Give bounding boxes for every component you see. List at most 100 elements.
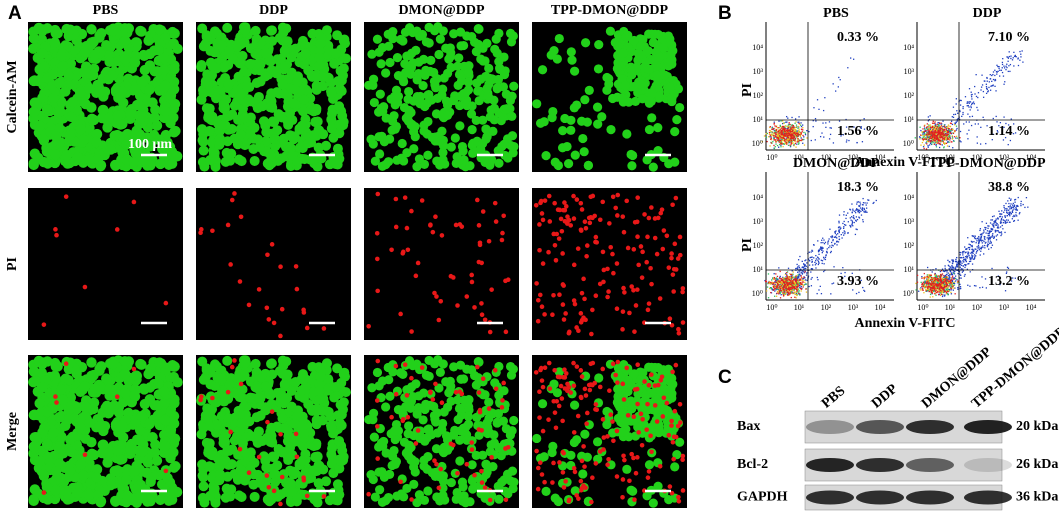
cell [481,134,491,144]
dead-cell [505,277,511,282]
dead-cell [560,302,566,307]
dead-cell [620,214,626,219]
dead-cell [278,264,283,270]
event [803,138,805,141]
event [814,117,817,120]
cell [335,65,346,76]
event [959,104,962,106]
cell [198,145,209,156]
event [969,109,971,111]
cell [28,159,39,171]
dead-cell [648,265,653,271]
event [998,67,1000,70]
event [785,130,787,132]
dead-cell [556,403,562,409]
event [797,134,799,136]
dead-cell [279,306,285,312]
event [785,141,788,144]
event [1009,70,1011,73]
dead-cell [593,239,598,245]
event [955,121,957,123]
cell [308,154,319,165]
event [776,127,779,129]
event [970,106,972,109]
dead-cell [563,204,569,209]
dead-cell [114,394,120,400]
event [1010,55,1012,57]
cell [465,161,475,171]
row-label: PI [5,257,20,271]
cell [249,155,260,166]
event [772,137,775,139]
cell [47,69,59,80]
dead-cell [542,479,547,485]
cell [330,381,341,392]
dead-cell [479,480,485,485]
cell [289,84,300,95]
cell [398,36,408,46]
dead-cell [593,293,599,298]
cell [98,104,109,116]
event [787,117,789,119]
dead-cell [666,265,672,270]
cell [367,49,377,59]
event [996,121,998,123]
dead-cell [436,317,442,323]
event [1014,54,1016,57]
dead-cell [590,475,595,481]
event [775,143,777,145]
event [1007,56,1009,58]
event [996,64,998,66]
event [812,125,814,128]
event [964,96,967,98]
event [781,140,783,142]
dead-cell [409,497,414,502]
dead-cell [551,460,556,466]
cell [655,52,665,62]
dead-cell [680,488,686,493]
event [1010,118,1012,120]
cell [34,120,46,132]
cell [125,108,136,119]
cell [507,131,518,141]
cell [137,111,148,122]
dead-cell [546,360,552,366]
cell [606,125,616,135]
cell [209,151,220,162]
cell [109,159,121,171]
cell [303,138,314,149]
event [786,143,788,145]
dead-cell [659,207,665,212]
cell [385,469,395,479]
cell [218,454,229,465]
event [783,135,785,137]
cell [310,452,321,463]
dead-cell [649,449,654,455]
event [976,136,978,138]
dead-cell [237,279,243,284]
dead-cell [430,397,436,402]
event [773,121,775,123]
dead-cell [464,294,470,299]
event [779,135,781,137]
cell [227,109,238,120]
cell [134,434,145,446]
dead-cell [552,410,558,415]
cell [420,404,430,415]
dead-cell [469,440,475,445]
dead-cell [82,452,88,457]
dead-cell [664,233,670,239]
cell [336,409,347,420]
dead-cell [620,477,626,482]
cell [482,418,492,428]
event [942,120,944,122]
dead-cell [615,380,620,385]
cell [389,91,400,102]
cell [112,110,124,121]
event [801,138,803,141]
event [814,139,816,141]
dead-cell [228,262,233,267]
event [975,74,977,76]
cell [258,451,269,462]
cell [467,125,477,135]
